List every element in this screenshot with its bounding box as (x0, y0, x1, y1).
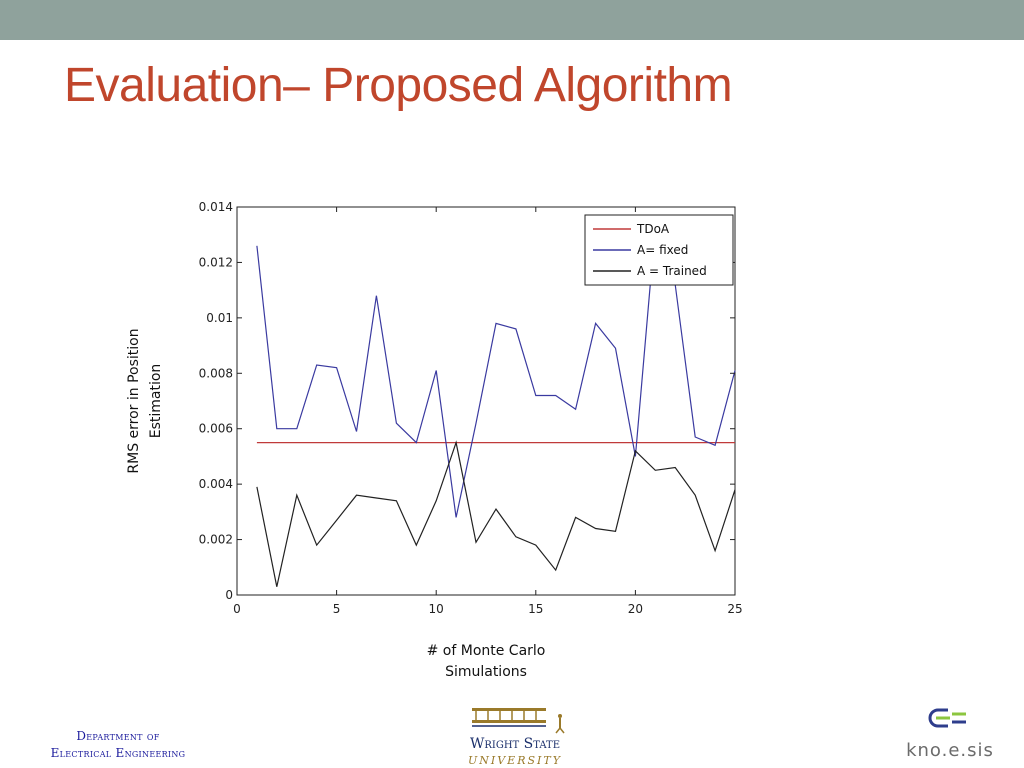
y-tick-label: 0.002 (199, 533, 233, 547)
knoesis-logo: kno.e.sis (890, 706, 1010, 766)
legend-label: A = Trained (637, 264, 707, 278)
x-tick-label: 5 (333, 602, 341, 616)
x-tick-label: 20 (628, 602, 643, 616)
y-tick-label: 0.012 (199, 255, 233, 269)
department-line-2: Electrical Engineering (50, 746, 186, 760)
legend-box (584, 214, 734, 286)
y-tick-label: 0.006 (199, 422, 233, 436)
series-line-a-trained (256, 440, 736, 587)
knoesis-emblem-icon (928, 708, 966, 728)
y-tick-label: 0.01 (206, 311, 233, 325)
y-axis-label: RMS error in Position (126, 328, 142, 473)
x-tick-label: 25 (727, 602, 742, 616)
top-bar (0, 0, 1024, 40)
x-tick-label: 0 (233, 602, 241, 616)
department-line-1: Department of (76, 729, 160, 743)
legend-label: TDoA (636, 222, 670, 236)
x-tick-label: 10 (429, 602, 444, 616)
department-label: Department of Electrical Engineering (18, 728, 218, 762)
wright-flyer-icon (472, 708, 565, 734)
wsu-university: UNIVERSITY (468, 754, 562, 767)
x-axis-label: # of Monte Carlo (427, 643, 546, 659)
x-tick-label: 15 (528, 602, 543, 616)
x-axis-label: Simulations (445, 664, 527, 680)
y-axis-label: Estimation (148, 364, 164, 439)
rms-error-chart: 0 0.002 0.004 0.006 0.008 0.01 0.012 0.014 0 5 10 1… (126, 200, 743, 680)
y-tick-label: 0.004 (199, 477, 233, 491)
wsu-name: Wright State (469, 736, 561, 752)
knoesis-wordmark: kno.e.sis (906, 740, 994, 761)
y-tick-label: 0.008 (199, 366, 233, 380)
legend-label: A= fixed (637, 243, 688, 257)
wright-state-logo: Wright State UNIVERSITY (448, 704, 588, 768)
y-tick-label: 0.014 (199, 200, 233, 214)
y-tick-label: 0 (225, 588, 233, 602)
slide-title: Evaluation– Proposed Algorithm (64, 59, 733, 112)
